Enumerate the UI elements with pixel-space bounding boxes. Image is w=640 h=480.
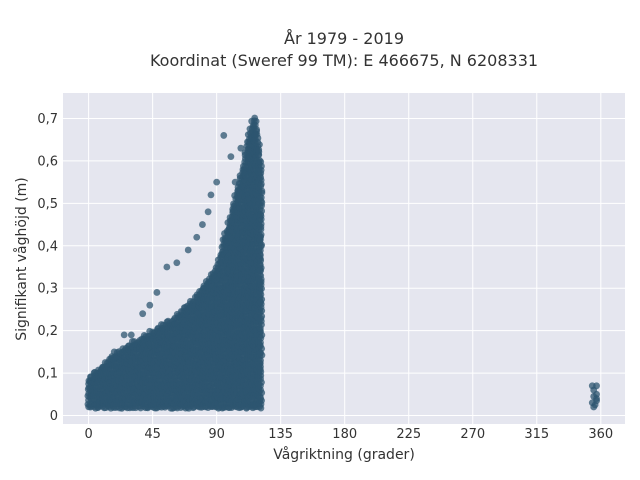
data-point (153, 289, 161, 296)
x-tick-label: 90 (208, 427, 225, 442)
data-point (120, 331, 128, 339)
data-point (255, 146, 263, 154)
data-point (199, 221, 206, 228)
x-tick-label: 45 (144, 427, 161, 442)
data-point (184, 246, 192, 254)
data-point (256, 141, 263, 149)
x-tick-label: 135 (268, 427, 293, 442)
y-tick-label: 0,4 (37, 239, 58, 254)
data-points (84, 114, 600, 412)
x-tick-label: 270 (460, 427, 485, 442)
y-tick-label: 0,5 (37, 197, 58, 212)
data-point (258, 312, 266, 320)
data-point (237, 144, 245, 152)
data-point (258, 241, 266, 249)
data-point (257, 356, 264, 364)
y-tick-label: 0,1 (37, 367, 58, 382)
data-point (252, 117, 260, 125)
data-point (110, 348, 118, 356)
y-tick-label: 0,3 (37, 282, 58, 297)
data-point (257, 158, 265, 166)
x-tick-label: 315 (524, 427, 549, 442)
x-tick-label: 360 (588, 427, 613, 442)
data-point (127, 331, 135, 339)
x-tick-label: 225 (396, 427, 421, 442)
y-tick-label: 0,2 (37, 324, 58, 339)
data-point (139, 310, 147, 318)
data-point (146, 301, 154, 309)
data-point (256, 251, 264, 259)
data-point (257, 272, 265, 280)
data-point (163, 263, 171, 271)
data-point (193, 233, 201, 241)
data-point (257, 394, 265, 402)
data-point (231, 178, 239, 186)
data-point (207, 191, 215, 199)
data-point (593, 397, 600, 405)
data-point (227, 153, 235, 161)
x-tick-labels: 0 45 90 135 180 225 270 315 360 (84, 427, 613, 442)
chart-title-line-2: Koordinat (Sweref 99 TM): E 466675, N 62… (149, 51, 539, 70)
chart-title-line-1: År 1979 - 2019 (284, 29, 404, 48)
data-point (590, 403, 598, 411)
y-tick-labels: 0 0,1 0,2 0,3 0,4 0,5 0,6 0,7 (37, 112, 58, 424)
y-tick-label: 0,7 (37, 112, 58, 127)
x-axis-title: Vågriktning (grader) (273, 447, 415, 463)
y-tick-label: 0,6 (37, 154, 58, 169)
x-tick-label: 180 (332, 427, 357, 442)
data-point (258, 207, 266, 215)
data-point (253, 130, 261, 138)
y-axis-title: Signifikant våghöjd (m) (14, 177, 30, 341)
y-tick-label: 0 (50, 409, 58, 424)
data-point (173, 259, 181, 267)
data-point (213, 178, 221, 186)
x-tick-label: 0 (84, 427, 92, 442)
data-point (220, 132, 228, 139)
data-point (257, 220, 265, 228)
data-point (257, 231, 265, 239)
data-point (204, 208, 212, 216)
